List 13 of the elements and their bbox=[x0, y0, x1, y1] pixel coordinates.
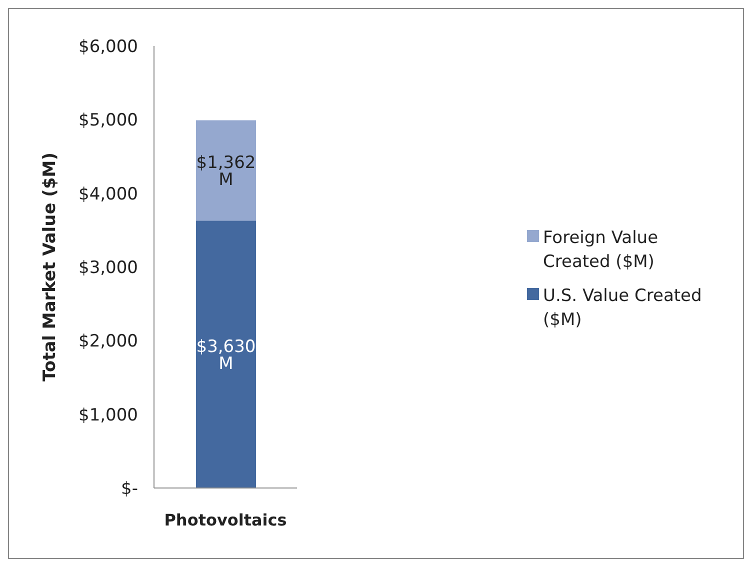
y-tick-label: $2,000 bbox=[78, 332, 138, 352]
y-tick-label: $5,000 bbox=[78, 110, 138, 131]
y-tick-label: $1,000 bbox=[78, 405, 138, 426]
y-tick-label: $3,000 bbox=[78, 258, 138, 278]
y-axis-title: Total Market Value ($M) bbox=[40, 152, 60, 382]
y-tick-label: $4,000 bbox=[78, 184, 138, 204]
data-label: $1,362 M bbox=[196, 152, 256, 190]
y-tick-label: $6,000 bbox=[78, 37, 138, 58]
data-label: $3,630 M bbox=[196, 336, 256, 374]
x-tick-label: Photovoltaics bbox=[164, 510, 287, 530]
y-tick-label: $- bbox=[121, 479, 138, 500]
legend-label: U.S. Value Created ($M) bbox=[543, 284, 703, 332]
legend-label: Foreign Value Created ($M) bbox=[543, 226, 660, 274]
